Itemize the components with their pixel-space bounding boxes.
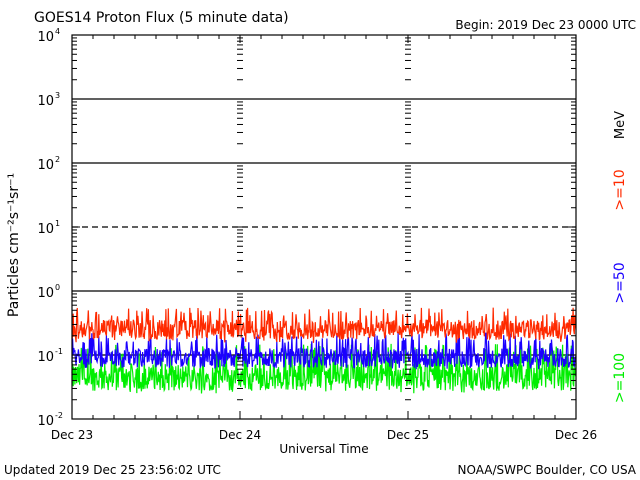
svg-text:10: 10	[37, 286, 54, 301]
svg-text:10: 10	[37, 158, 54, 173]
svg-text:10: 10	[37, 222, 54, 237]
svg-text:10: 10	[37, 350, 54, 365]
svg-text:10: 10	[37, 30, 54, 45]
series-line	[71, 332, 577, 370]
svg-text:4: 4	[55, 27, 60, 36]
svg-text:-2: -2	[55, 411, 63, 420]
begin-label: Begin: 2019 Dec 23 0000 UTC	[455, 18, 636, 32]
y-tick-label: 10 4	[37, 27, 60, 45]
legend-entry: >=10	[612, 169, 628, 210]
updated-timestamp: Updated 2019 Dec 25 23:56:02 UTC	[4, 463, 221, 477]
y-tick-label: 10 3	[37, 91, 60, 109]
x-tick-label: Dec 24	[219, 428, 261, 442]
svg-text:3: 3	[55, 91, 60, 100]
svg-text:0: 0	[55, 283, 60, 292]
x-tick-label: Dec 25	[387, 428, 429, 442]
svg-text:10: 10	[37, 94, 54, 109]
svg-text:2: 2	[55, 155, 60, 164]
y-tick-label: 10 -1	[37, 347, 63, 365]
y-tick-label: 10 -2	[37, 411, 63, 429]
series-line	[71, 307, 577, 343]
y-tick-label: 10 2	[37, 155, 60, 173]
legend-entry: >=100	[612, 353, 628, 403]
x-tick-label: Dec 23	[51, 428, 93, 442]
x-tick-label: Dec 26	[555, 428, 597, 442]
y-axis-label: Particles cm⁻²s⁻¹sr⁻¹	[6, 173, 22, 317]
legend-entry: >=50	[612, 262, 628, 303]
y-tick-label: 10 0	[37, 283, 60, 301]
svg-text:-1: -1	[55, 347, 63, 356]
plot-frame	[71, 34, 577, 420]
chart-title: GOES14 Proton Flux (5 minute data)	[34, 10, 289, 26]
y-tick-label: 10 1	[37, 219, 60, 237]
unit-label: MeV	[613, 111, 628, 139]
svg-text:1: 1	[55, 219, 60, 228]
data-source: NOAA/SWPC Boulder, CO USA	[458, 463, 637, 477]
x-axis-label: Universal Time	[279, 442, 368, 456]
svg-text:10: 10	[37, 414, 54, 429]
